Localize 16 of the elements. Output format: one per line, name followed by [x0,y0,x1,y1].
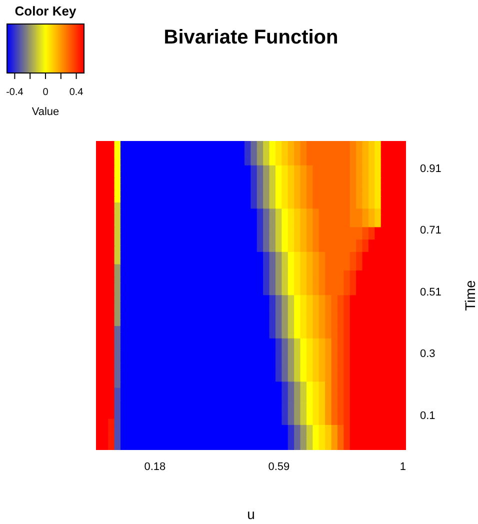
y-tick-label: 0.71 [420,224,442,237]
color-bar-label: -0.4 [6,86,24,98]
color-bar-title: Value [32,106,60,118]
y-tick-label: 0.51 [420,286,442,298]
y-tick-label: 0.1 [420,410,436,422]
y-tick-label: 0.91 [420,162,442,175]
color-bar-label: 0.4 [69,86,84,98]
y-axis-title: Time [462,280,478,311]
x-tick-label: 0.59 [268,461,290,474]
y-tick-label: 0.3 [420,348,436,360]
color-bar-label: 0 [42,86,49,98]
x-tick-label: 0.18 [144,461,166,474]
x-tick-label: 1 [400,461,406,474]
x-axis-title: u [247,506,255,522]
legend-title: Color Key [14,4,77,19]
chart-title: Bivariate Function [164,26,338,49]
